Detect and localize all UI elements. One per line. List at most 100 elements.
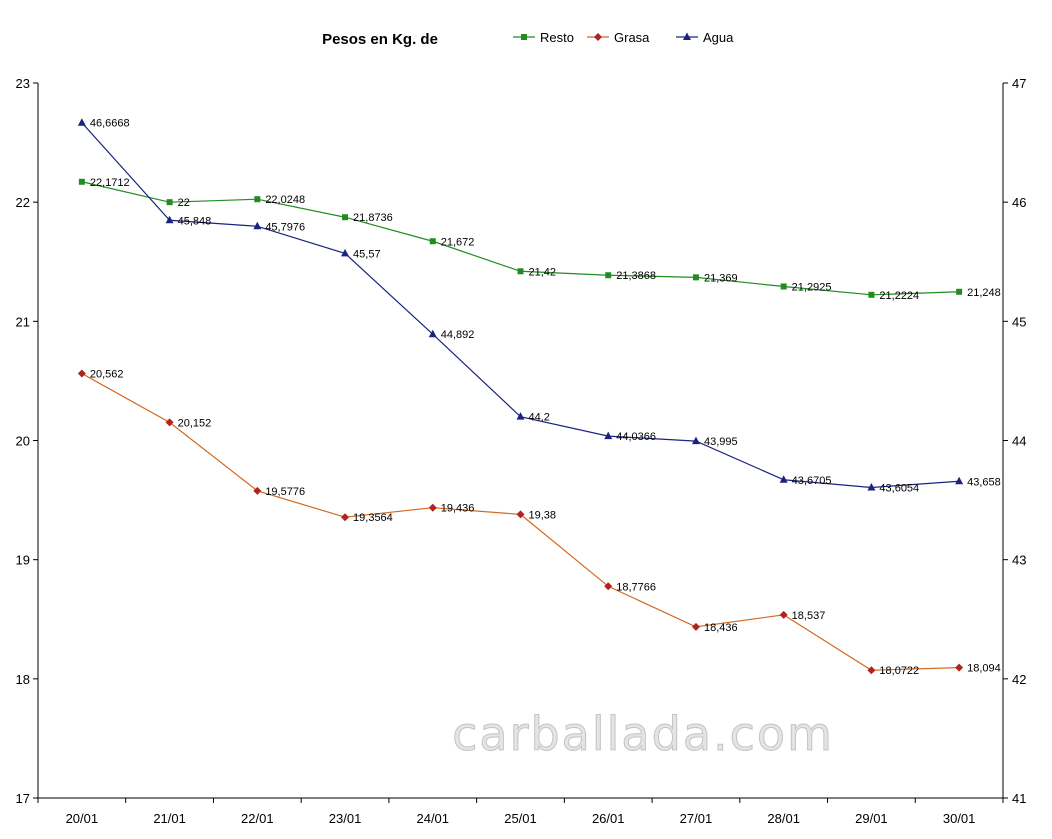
data-point-agua [77,118,86,126]
series-layer: 22,1712 22 22,0248 21,8736 21,672 21,42 21,386… [77,118,1001,677]
data-label-grasa: 18,094 [967,663,1001,675]
data-point-grasa [604,582,613,591]
data-point-grasa [867,666,876,675]
series-line-resto [81,181,960,296]
data-label-agua: 45,57 [353,248,381,260]
y-left-tick-label: 17 [16,791,30,806]
data-label-grasa: 18,537 [792,610,826,622]
data-point-resto [780,283,787,290]
data-label-resto: 21,369 [704,272,738,284]
y-right-tick-label: 41 [1012,791,1026,806]
data-label-grasa: 20,152 [178,417,212,429]
data-point-agua [341,248,350,257]
series-grasa: 20,562 20,152 19,5776 19,3564 19,436 19,38 18,… [77,369,1001,677]
data-point-resto [517,268,524,275]
data-point-resto [342,214,349,221]
data-label-resto: 22 [178,197,190,209]
data-point-agua [428,329,437,338]
data-point-agua [955,476,964,485]
data-point-grasa [341,513,350,522]
chart-title: Pesos en Kg. de [322,31,438,48]
data-point-resto [692,274,699,281]
x-tick-label: 26/01 [592,811,625,826]
data-point-resto [868,291,875,298]
y-right-tick-label: 43 [1012,553,1026,568]
x-tick-label: 23/01 [329,811,362,826]
legend-marker-agua [683,32,691,40]
data-label-grasa: 19,5776 [265,486,305,498]
y-left-tick-label: 21 [16,314,30,329]
data-point-resto [78,178,85,185]
data-label-grasa: 18,7766 [616,581,656,593]
data-point-grasa [165,418,174,427]
data-label-agua: 44,892 [441,329,475,341]
x-tick-label: 24/01 [416,811,449,826]
data-point-grasa [691,622,700,631]
y-left-tick-label: 23 [16,76,30,91]
y-right-tick-label: 46 [1012,195,1026,210]
data-label-agua: 43,658 [967,476,1001,488]
axes: 17 18 19 20 21 22 23 41 42 43 44 45 46 47 20/01 21/01 22… [16,76,1027,826]
data-label-resto: 21,2925 [792,281,832,293]
data-point-agua [867,483,876,491]
data-label-resto: 22,1712 [90,177,130,189]
series-resto: 22,1712 22 22,0248 21,8736 21,672 21,42 21,386… [78,177,1001,302]
data-label-resto: 21,8736 [353,212,393,224]
data-label-agua: 45,7976 [265,221,305,233]
x-tick-label: 27/01 [680,811,713,826]
data-label-grasa: 19,38 [529,509,557,521]
data-label-grasa: 20,562 [90,369,124,381]
data-point-resto [166,199,173,206]
data-point-resto [254,196,261,203]
data-label-agua: 44,0366 [616,431,656,443]
data-point-grasa [253,486,262,495]
legend-marker-resto [521,34,527,40]
series-line-agua [81,122,960,489]
data-label-grasa: 19,436 [441,503,475,515]
x-tick-label: 30/01 [943,811,976,826]
series-agua: 46,6668 45,848 45,7976 45,57 44,892 44,2 44,03… [77,118,1001,495]
data-label-resto: 22,0248 [265,194,305,206]
data-label-agua: 45,848 [178,215,212,227]
y-left-tick-label: 22 [16,195,30,210]
legend-item-grasa: Grasa [587,30,650,45]
data-point-grasa [516,510,525,519]
y-right-tick-label: 42 [1012,672,1026,687]
legend-label-grasa: Grasa [614,30,650,45]
data-label-resto: 21,672 [441,236,475,248]
data-point-grasa [428,503,437,512]
data-point-agua [516,412,525,420]
legend-item-resto: Resto [513,30,574,45]
data-label-agua: 43,6054 [879,483,919,495]
legend-item-agua: Agua [676,30,734,45]
data-label-agua: 46,6668 [90,118,130,130]
data-label-resto: 21,3868 [616,270,656,282]
y-left-tick-label: 20 [16,434,30,449]
x-tick-label: 22/01 [241,811,274,826]
data-point-grasa [77,369,86,378]
y-left-tick-label: 19 [16,553,30,568]
y-right-tick-label: 45 [1012,314,1026,329]
data-label-agua: 43,995 [704,436,738,448]
data-point-resto [956,288,963,295]
data-label-agua: 43,6705 [792,475,832,487]
data-label-resto: 21,248 [967,287,1001,299]
x-tick-label: 29/01 [855,811,888,826]
data-point-agua [253,221,262,230]
legend-marker-grasa [594,33,602,41]
watermark-text: carballada.com [452,707,834,761]
data-label-grasa: 18,0722 [879,665,919,677]
data-label-grasa: 19,3564 [353,512,393,524]
legend: Resto Grasa Agua [513,30,734,45]
y-left-tick-label: 18 [16,672,30,687]
data-label-grasa: 18,436 [704,622,738,634]
data-point-resto [605,272,612,279]
x-tick-label: 20/01 [66,811,99,826]
data-label-agua: 44,2 [529,412,550,424]
data-point-agua [779,475,788,483]
data-label-resto: 21,42 [529,266,557,278]
y-right-tick-label: 44 [1012,434,1026,449]
data-point-grasa [955,663,964,672]
x-tick-label: 28/01 [767,811,800,826]
